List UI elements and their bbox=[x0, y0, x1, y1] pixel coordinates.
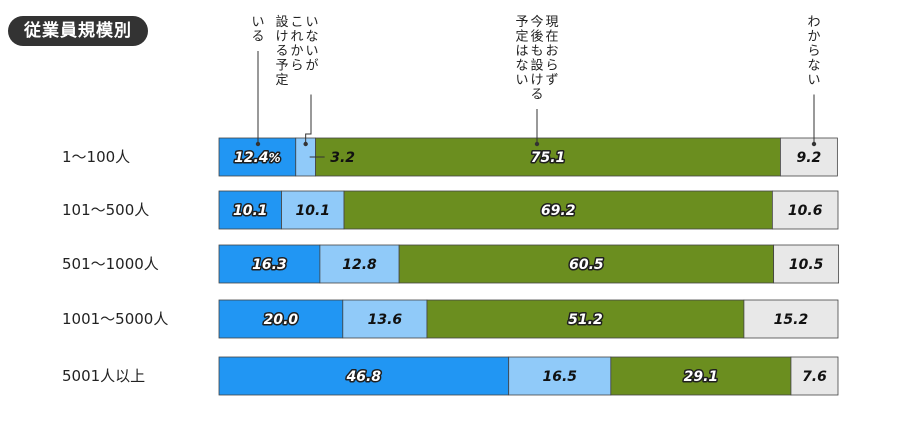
bar-segment bbox=[343, 190, 773, 230]
legend-char: な bbox=[305, 30, 318, 45]
data-label: 3.2 bbox=[330, 150, 355, 166]
bar-segment bbox=[218, 190, 282, 230]
data-label: 12.8 bbox=[342, 257, 377, 273]
bar-segment bbox=[218, 244, 321, 284]
legend-char: い bbox=[515, 73, 528, 88]
legend-leader-dot bbox=[534, 141, 540, 147]
legend-char: 定 bbox=[275, 73, 288, 88]
legend-char: も bbox=[530, 44, 543, 59]
legend-char: 在 bbox=[545, 30, 558, 45]
legend-leader-dot bbox=[811, 141, 817, 147]
legend-char: い bbox=[305, 15, 318, 30]
legend-char: け bbox=[530, 73, 543, 88]
legend-char: な bbox=[515, 59, 528, 74]
legend-char: 予 bbox=[515, 15, 528, 30]
bar-segment bbox=[780, 137, 838, 177]
legend-char: る bbox=[530, 88, 543, 103]
data-label: 10.5 bbox=[789, 257, 824, 273]
bar-segment bbox=[773, 244, 840, 284]
bar-segment bbox=[508, 356, 612, 396]
legend-char: 今 bbox=[530, 14, 543, 30]
legend-char: ず bbox=[545, 73, 558, 88]
legend-char: か bbox=[807, 30, 820, 45]
bar-segment bbox=[281, 190, 345, 230]
category-label: 5001人以上 bbox=[62, 367, 145, 385]
legend-char: わ bbox=[807, 15, 820, 30]
data-label: 75.1 bbox=[531, 150, 566, 166]
data-label: 10.6 bbox=[788, 203, 823, 219]
legend-char: る bbox=[251, 30, 264, 45]
bar-segment bbox=[426, 299, 745, 339]
legend-leader-dot bbox=[303, 141, 308, 147]
bar-segment bbox=[398, 244, 775, 284]
bar-segment bbox=[315, 137, 781, 177]
legend-char: 予 bbox=[275, 59, 288, 74]
legend-char: 現 bbox=[545, 15, 558, 30]
legend-char: い bbox=[807, 73, 820, 88]
bar-segment bbox=[610, 356, 792, 396]
data-label: 29.1 bbox=[684, 369, 719, 385]
legend-char: い bbox=[305, 44, 318, 59]
bar-segment bbox=[218, 299, 344, 339]
legend-char: け bbox=[275, 30, 288, 45]
data-label: 7.6 bbox=[802, 369, 827, 385]
legend-char: こ bbox=[290, 15, 303, 30]
data-label: 10.1 bbox=[296, 203, 331, 219]
legend-char: は bbox=[515, 44, 528, 59]
legend-char: ら bbox=[807, 44, 820, 59]
data-label: 9.2 bbox=[797, 150, 822, 166]
legend-char: 設 bbox=[275, 14, 288, 30]
legend-char: る bbox=[275, 44, 288, 59]
legend-char: 設 bbox=[530, 58, 543, 74]
legend-char: ら bbox=[545, 59, 558, 74]
legend-leader-dot bbox=[255, 141, 261, 147]
bar-segment bbox=[218, 356, 510, 396]
data-label: 16.5 bbox=[542, 369, 577, 385]
legend-char: な bbox=[807, 59, 820, 74]
legend-char: 定 bbox=[515, 30, 528, 45]
data-label: 12.4% bbox=[234, 150, 281, 166]
data-label: 60.5 bbox=[569, 257, 604, 273]
data-label: 46.8 bbox=[346, 369, 382, 385]
legend-char: が bbox=[305, 59, 318, 74]
data-label: 20.0 bbox=[264, 312, 299, 328]
legend-leader-line bbox=[305, 94, 312, 144]
chart-title: 従業員規模別 bbox=[8, 16, 148, 46]
legend-char: れ bbox=[290, 30, 303, 45]
legend-char: か bbox=[290, 44, 303, 59]
legend-char: お bbox=[545, 44, 558, 59]
legend-char: 後 bbox=[530, 30, 543, 45]
data-label: 16.3 bbox=[252, 257, 287, 273]
legend-char: ら bbox=[290, 59, 303, 74]
category-label: 1001～5000人 bbox=[62, 310, 168, 328]
data-label: 10.1 bbox=[233, 203, 268, 219]
data-label: 69.2 bbox=[541, 203, 576, 219]
category-label: 101～500人 bbox=[62, 201, 149, 219]
data-label: 13.6 bbox=[368, 312, 403, 328]
bar-segment bbox=[771, 190, 839, 230]
bar-segment bbox=[743, 299, 839, 339]
category-label: 501～1000人 bbox=[62, 255, 159, 273]
category-label: 1～100人 bbox=[62, 148, 130, 166]
data-label: 15.2 bbox=[774, 312, 809, 328]
data-label: 51.2 bbox=[568, 312, 603, 328]
legend-char: い bbox=[251, 15, 264, 30]
bar-segment bbox=[790, 356, 839, 396]
